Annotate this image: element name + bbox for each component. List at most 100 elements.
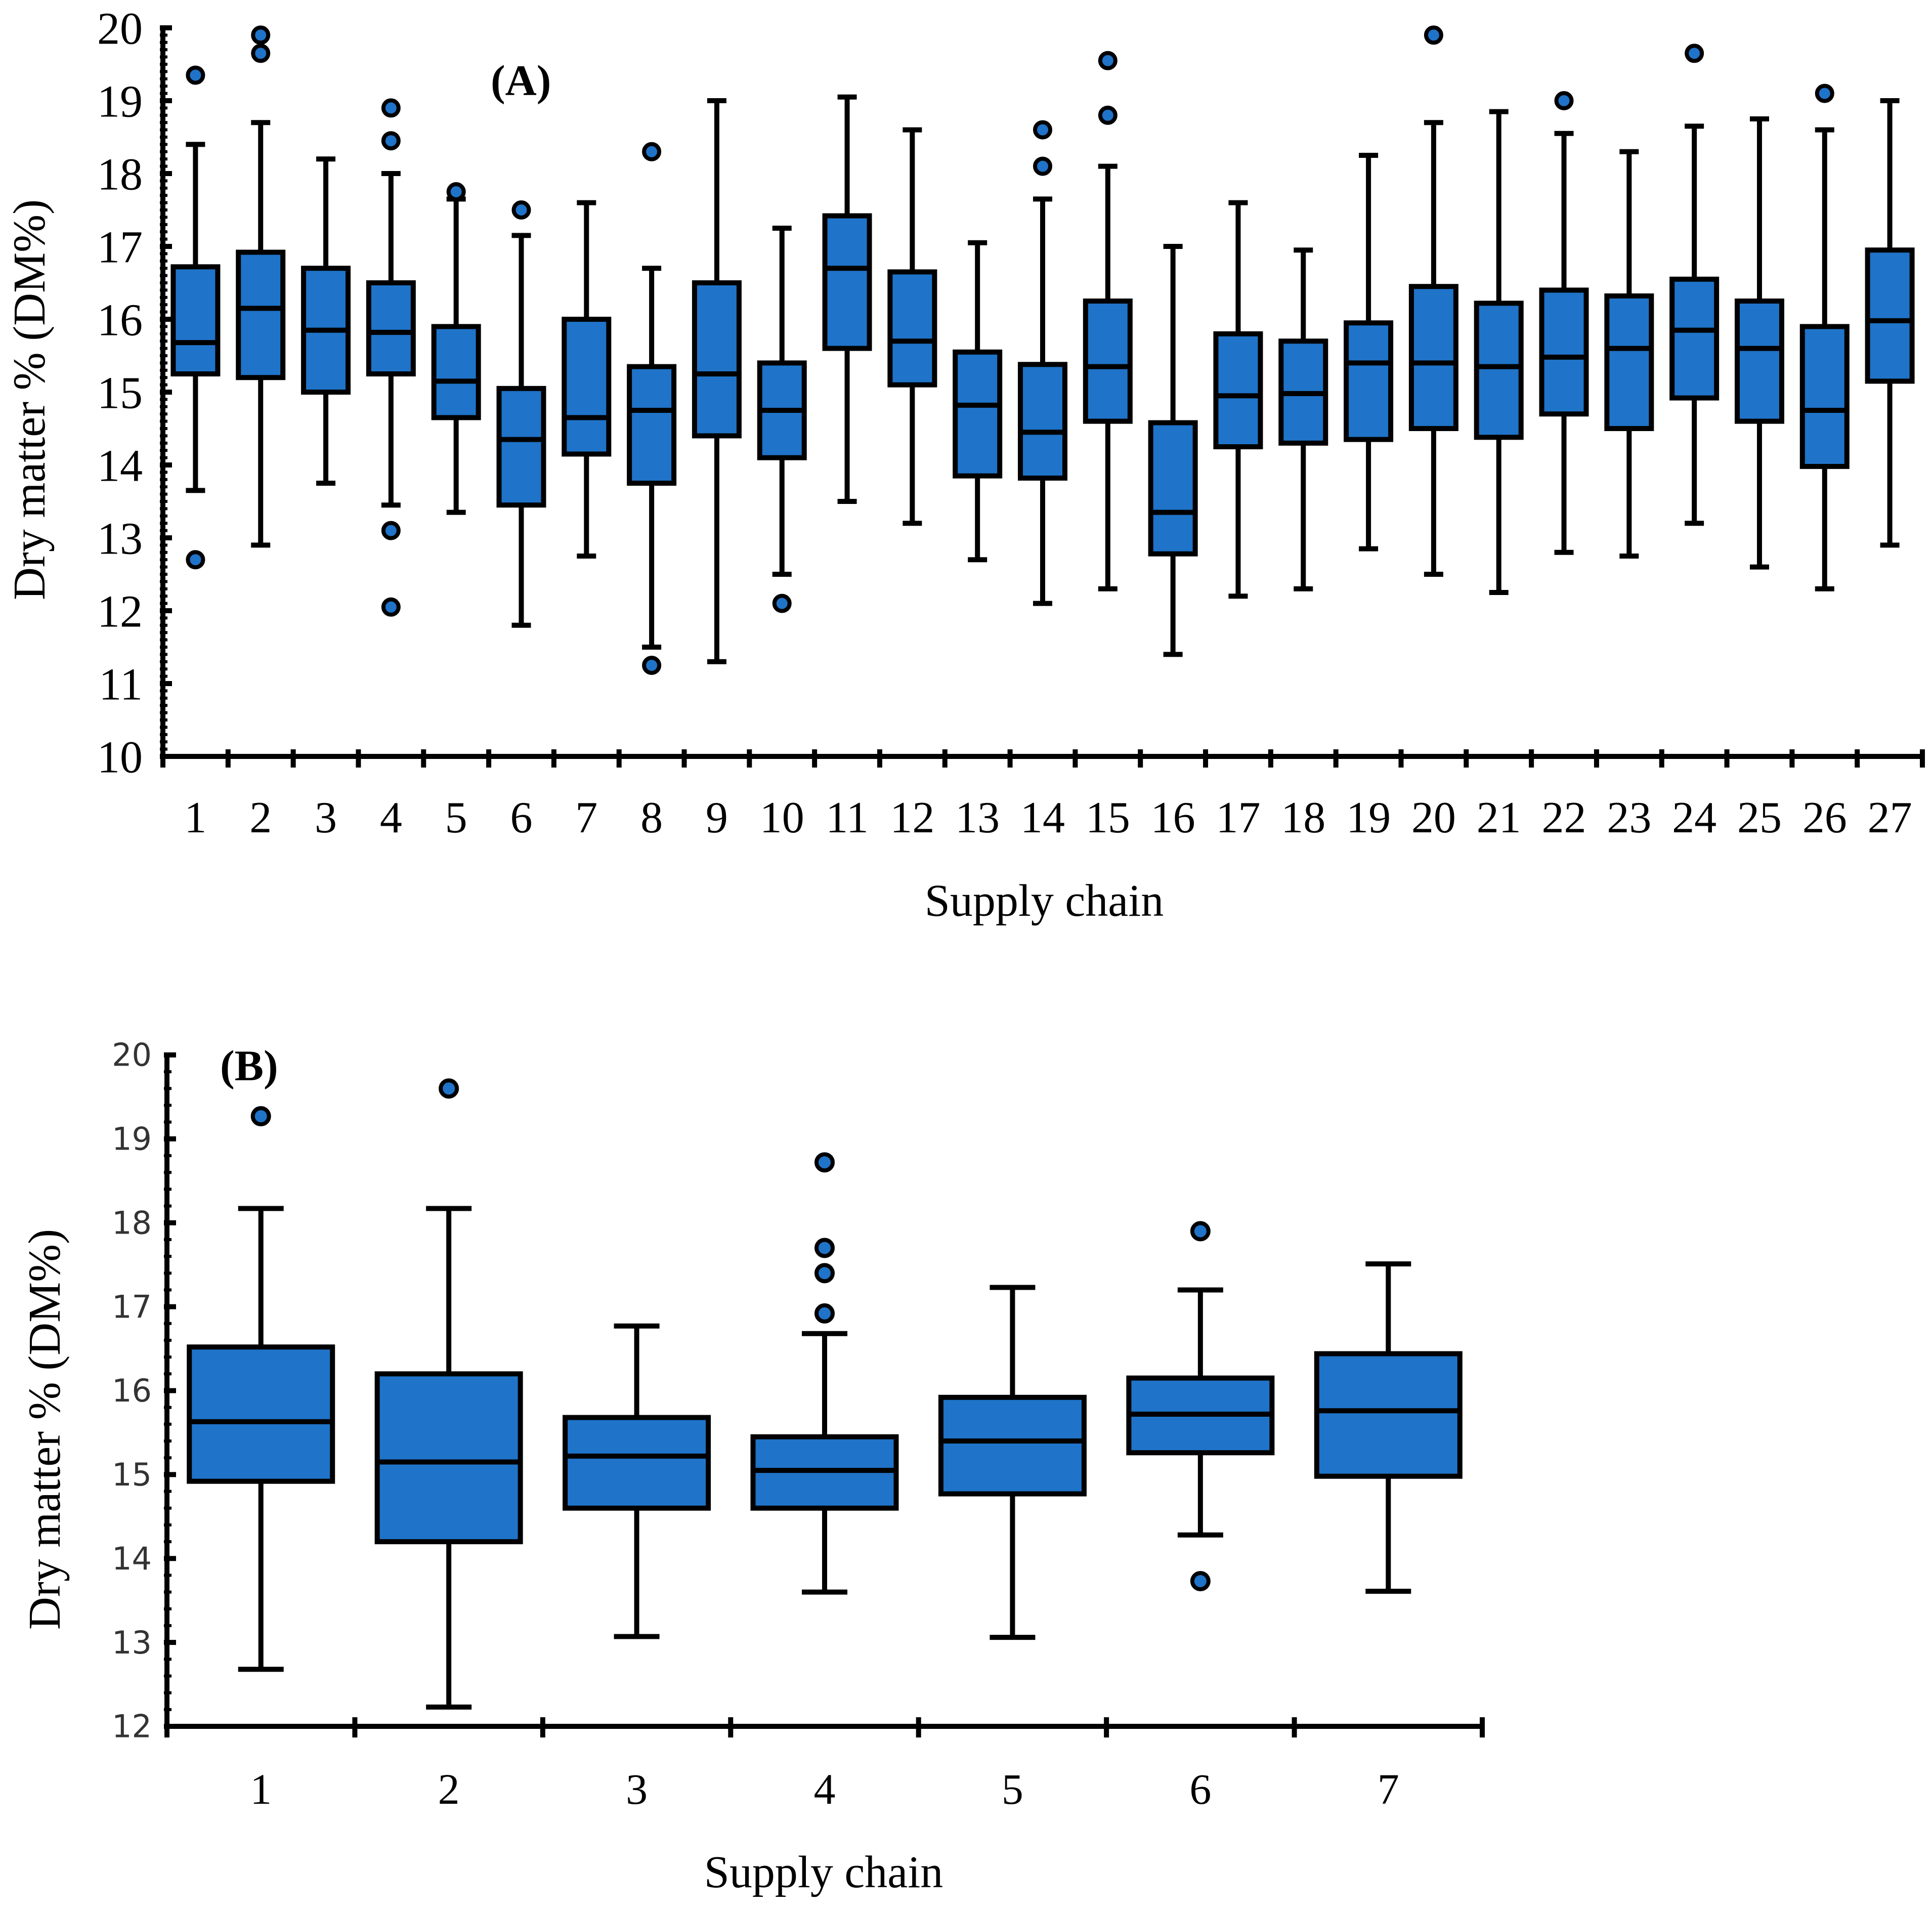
a-iqr-box xyxy=(887,269,937,388)
b-y-tick-label: 15 xyxy=(112,1456,152,1493)
a-y-tick-label: 18 xyxy=(97,150,143,200)
a-x-tick-label: 11 xyxy=(826,793,869,842)
a-y-tick-label: 11 xyxy=(99,660,143,710)
a-box-6 xyxy=(496,200,546,628)
panel-b-boxes xyxy=(187,1078,1463,1710)
b-y-tick-label: 12 xyxy=(112,1708,152,1745)
a-iqr-box xyxy=(1539,287,1589,417)
a-y-tick-label: 20 xyxy=(97,4,143,54)
b-box-3 xyxy=(563,1323,711,1639)
a-iqr-box xyxy=(1018,362,1067,481)
a-box-5 xyxy=(431,182,481,515)
a-x-tick-label: 14 xyxy=(1020,793,1065,842)
b-x-tick-label: 3 xyxy=(626,1765,648,1813)
a-box-1 xyxy=(170,65,221,570)
a-box-18 xyxy=(1278,247,1328,591)
a-box-8 xyxy=(627,142,677,675)
a-x-tick-label: 9 xyxy=(706,793,728,842)
panel-a-label: (A) xyxy=(491,56,551,105)
a-iqr-box xyxy=(1148,420,1198,557)
a-box-19 xyxy=(1344,153,1394,552)
a-iqr-box xyxy=(1734,299,1784,424)
b-outlier-point xyxy=(814,1263,835,1284)
a-box-9 xyxy=(692,98,742,664)
panel-b-label: (B) xyxy=(220,1041,278,1090)
a-x-tick-label: 23 xyxy=(1607,793,1651,842)
a-iqr-box xyxy=(1669,276,1720,401)
b-x-tick-label: 6 xyxy=(1189,1765,1211,1813)
a-outlier-point xyxy=(251,25,271,45)
a-x-tick-label: 25 xyxy=(1737,793,1782,842)
a-box-4 xyxy=(366,98,416,617)
a-iqr-box xyxy=(692,280,742,439)
b-outlier-point xyxy=(439,1078,459,1099)
b-y-tick-label: 14 xyxy=(112,1540,152,1577)
a-box-17 xyxy=(1213,200,1263,599)
a-box-13 xyxy=(953,240,1003,563)
a-x-tick-label: 17 xyxy=(1216,793,1260,842)
a-box-20 xyxy=(1408,25,1458,577)
b-y-tick-label: 20 xyxy=(112,1037,152,1074)
a-iqr-box xyxy=(1604,293,1654,431)
a-x-tick-label: 5 xyxy=(445,793,467,842)
a-box-3 xyxy=(301,156,351,486)
b-y-tick-label: 13 xyxy=(112,1624,152,1661)
a-iqr-box xyxy=(496,386,546,508)
a-box-22 xyxy=(1539,91,1589,555)
panel-b-y-axis-title: Dry matter % (DM%) xyxy=(20,1229,70,1630)
a-outlier-point xyxy=(1098,51,1118,70)
b-x-tick-label: 7 xyxy=(1378,1765,1399,1813)
a-iqr-box xyxy=(1083,299,1133,424)
a-box-12 xyxy=(887,127,937,526)
a-outlier-point xyxy=(446,182,466,201)
panel-a-x-axis-title: Supply chain xyxy=(925,876,1164,926)
a-iqr-box xyxy=(562,317,612,457)
a-outlier-point xyxy=(1424,25,1443,45)
a-x-tick-label: 19 xyxy=(1346,793,1391,842)
a-outlier-point xyxy=(1685,44,1704,63)
b-outlier-point xyxy=(1190,1571,1211,1592)
a-box-7 xyxy=(562,200,612,559)
b-box-5 xyxy=(938,1285,1087,1640)
a-iqr-box xyxy=(1344,320,1394,442)
a-outlier-point xyxy=(642,142,662,161)
a-outlier-point xyxy=(186,550,205,570)
a-iqr-box xyxy=(1213,331,1263,449)
a-outlier-point xyxy=(642,656,662,675)
a-outlier-point xyxy=(1098,105,1118,125)
b-iqr-box xyxy=(938,1394,1087,1497)
a-x-tick-label: 22 xyxy=(1542,793,1586,842)
a-iqr-box xyxy=(170,264,221,376)
b-box-4 xyxy=(750,1152,899,1595)
a-y-tick-label: 12 xyxy=(97,587,143,637)
a-y-tick-label: 13 xyxy=(97,514,143,564)
a-outlier-point xyxy=(186,65,205,85)
a-box-27 xyxy=(1865,98,1915,548)
a-x-tick-label: 2 xyxy=(249,793,272,842)
a-x-tick-label: 27 xyxy=(1868,793,1912,842)
a-y-tick-label: 10 xyxy=(97,733,143,783)
a-x-tick-label: 6 xyxy=(510,793,532,842)
a-box-21 xyxy=(1474,109,1524,595)
b-iqr-box xyxy=(374,1371,523,1545)
a-iqr-box xyxy=(627,364,677,486)
b-outlier-point xyxy=(814,1303,835,1324)
b-outlier-point xyxy=(1190,1221,1211,1242)
b-y-tick-label: 19 xyxy=(112,1121,152,1158)
a-y-tick-label: 17 xyxy=(97,223,143,273)
a-outlier-point xyxy=(381,597,401,617)
a-outlier-point xyxy=(1033,156,1052,176)
a-x-tick-label: 15 xyxy=(1086,793,1130,842)
a-iqr-box xyxy=(366,280,416,376)
a-box-14 xyxy=(1018,120,1067,606)
a-x-tick-label: 10 xyxy=(760,793,804,842)
b-y-tick-label: 16 xyxy=(112,1372,152,1409)
b-box-6 xyxy=(1126,1221,1275,1592)
a-y-tick-label: 16 xyxy=(97,295,143,346)
a-iqr-box xyxy=(1865,247,1915,384)
a-x-tick-label: 7 xyxy=(575,793,597,842)
